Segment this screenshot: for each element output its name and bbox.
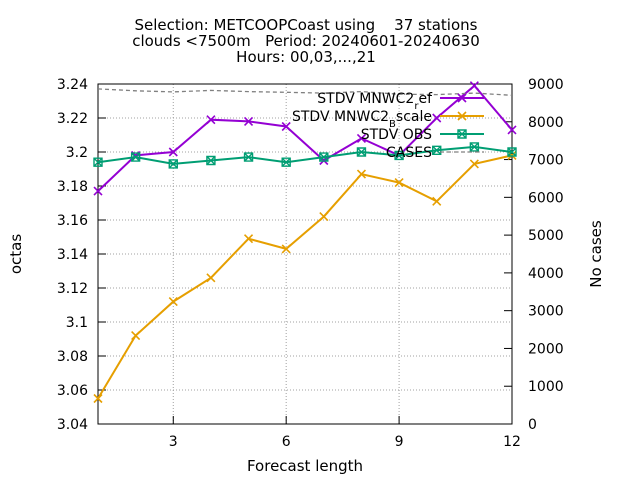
data-point-1 <box>394 178 404 188</box>
y2-tick-label: 1000 <box>528 379 564 395</box>
data-point-1 <box>243 234 254 244</box>
data-point-2 <box>243 152 254 162</box>
legend-label-1: STDV MNWC2Bscale <box>292 109 432 130</box>
data-point-1 <box>356 169 367 179</box>
y-tick-label: 3.16 <box>57 213 88 229</box>
y2-tick-label: 8000 <box>528 115 564 131</box>
data-point-2 <box>93 157 103 167</box>
x-tick-label: 3 <box>169 434 178 450</box>
series-line-0 <box>97 84 513 192</box>
data-point-1 <box>131 331 141 341</box>
y-tick-label: 3.06 <box>57 383 88 399</box>
y-axis-label: octas <box>7 234 25 274</box>
x-axis-label: Forecast length <box>247 457 363 475</box>
data-point-2 <box>432 145 442 155</box>
data-point-1 <box>432 196 442 206</box>
data-point-0 <box>432 113 442 123</box>
y2-tick-label: 2000 <box>528 341 564 357</box>
data-point-2 <box>469 142 480 152</box>
x-tick-label: 6 <box>282 434 291 450</box>
legend-label-0: STDV MNWC2ref <box>317 91 433 112</box>
data-point-1 <box>168 297 178 307</box>
data-point-0 <box>243 116 254 126</box>
data-point-0 <box>356 133 367 143</box>
data-point-2 <box>394 150 404 161</box>
data-point-1 <box>281 244 291 254</box>
series-line-2 <box>97 145 513 165</box>
data-point-2 <box>319 152 329 162</box>
y-tick-label: 3.04 <box>57 417 88 433</box>
y2-tick-label: 5000 <box>528 228 564 244</box>
y-tick-label: 3.24 <box>57 77 88 93</box>
data-point-0 <box>168 147 178 157</box>
x-tick-label: 9 <box>395 434 404 450</box>
legend-label-2: STDV OBS <box>361 127 432 143</box>
data-point-1 <box>93 393 103 404</box>
data-point-1 <box>469 159 479 169</box>
legend-marker-1 <box>457 111 467 121</box>
legend-marker-0 <box>457 93 467 103</box>
data-point-1 <box>206 273 216 283</box>
y-tick-label: 3.08 <box>57 349 88 365</box>
y2-tick-label: 7000 <box>528 153 564 169</box>
data-point-2 <box>281 157 291 167</box>
legend-label-3: CASES <box>386 145 432 161</box>
y2-tick-label: 0 <box>528 417 537 433</box>
y-tick-label: 3.14 <box>57 247 88 263</box>
y-tick-label: 3.2 <box>66 145 88 161</box>
data-point-0 <box>469 81 479 91</box>
y2-axis-label: No cases <box>587 220 605 288</box>
chart-title-line: Selection: METCOOPCoast using 37 station… <box>135 16 478 34</box>
series-line-3 <box>97 88 513 96</box>
data-point-0 <box>206 115 216 125</box>
y2-tick-label: 4000 <box>528 266 564 282</box>
legend-marker-2 <box>457 129 467 139</box>
y2-tick-label: 6000 <box>528 190 564 206</box>
data-point-0 <box>93 186 103 196</box>
chart-title-line: Hours: 00,03,...,21 <box>236 48 376 66</box>
y-tick-label: 3.12 <box>57 281 88 297</box>
x-tick-label: 12 <box>503 434 521 450</box>
data-point-2 <box>206 155 216 166</box>
y-tick-label: 3.1 <box>66 315 88 331</box>
data-point-2 <box>356 147 367 157</box>
y-tick-label: 3.22 <box>57 111 88 127</box>
data-point-2 <box>507 147 517 157</box>
series-line-1 <box>97 154 513 400</box>
chart-title-line: clouds <7500m Period: 20240601-20240630 <box>132 32 480 50</box>
data-point-2 <box>130 152 141 162</box>
data-point-1 <box>319 212 329 222</box>
data-point-0 <box>507 125 517 135</box>
data-point-2 <box>168 159 178 169</box>
y2-tick-label: 9000 <box>528 77 564 93</box>
data-point-0 <box>281 121 291 132</box>
y2-tick-label: 3000 <box>528 304 564 320</box>
y-tick-label: 3.18 <box>57 179 88 195</box>
